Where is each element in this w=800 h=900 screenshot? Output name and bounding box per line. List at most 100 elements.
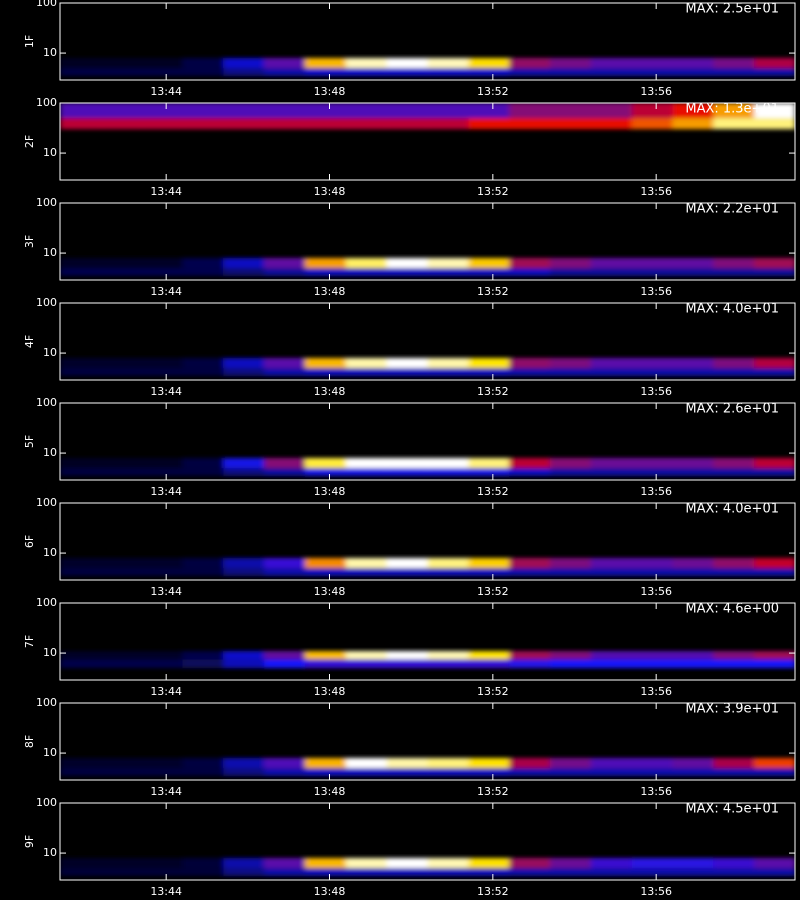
heatmap-cell	[550, 57, 592, 69]
max-annotation: MAX: 4.6e+00	[685, 602, 779, 617]
heatmap-cell	[60, 57, 102, 69]
heatmap-cell	[223, 103, 265, 119]
heatmap-cell	[386, 659, 428, 669]
heatmap-cell	[509, 268, 551, 276]
heatmap-cell	[631, 368, 673, 376]
heatmap-cell	[223, 357, 265, 369]
heatmap-cell	[468, 103, 510, 119]
heatmap-cell	[550, 651, 592, 660]
heatmap	[60, 557, 795, 576]
x-tick-label: 13:56	[640, 785, 672, 798]
heatmap-cell	[264, 468, 306, 476]
heatmap-cell	[60, 368, 102, 376]
heatmap-cell	[631, 268, 673, 276]
heatmap-cell	[631, 118, 673, 130]
heatmap	[60, 257, 795, 276]
heatmap-cell	[631, 568, 673, 576]
heatmap-cell	[305, 857, 347, 869]
heatmap-cell	[427, 768, 469, 776]
heatmap-cell	[468, 757, 510, 769]
heatmap-cell	[590, 68, 633, 76]
heatmap-cell	[345, 757, 388, 769]
heatmap-cell	[345, 68, 388, 76]
heatmap-cell	[223, 118, 265, 130]
heatmap-cell	[223, 568, 265, 576]
heatmap-cell	[60, 268, 102, 276]
y-tick-label: 100	[36, 396, 57, 409]
heatmap-cell	[509, 868, 551, 876]
heatmap-cell	[509, 659, 551, 669]
heatmap-cell	[100, 257, 143, 269]
heatmap-cell	[427, 368, 469, 376]
heatmap-cell	[60, 868, 102, 876]
heatmap	[60, 357, 795, 376]
heatmap-cell	[264, 457, 306, 469]
heatmap-cell	[713, 118, 755, 130]
x-tick-label: 13:52	[477, 185, 509, 198]
heatmap-cell	[60, 757, 102, 769]
heatmap-cell	[631, 651, 673, 660]
y-tick-label: 10	[43, 446, 57, 459]
heatmap-cell	[345, 118, 388, 130]
heatmap-cell	[141, 268, 183, 276]
heatmap-cell	[345, 651, 388, 660]
heatmap-cell	[754, 68, 795, 76]
heatmap-cell	[345, 868, 388, 876]
heatmap-cell	[550, 568, 592, 576]
panel: 13:44 13:48 13:52 13:56 10 100 9F MAX: 4.5e+01	[23, 796, 796, 898]
heatmap-cell	[509, 557, 551, 569]
heatmap-cell	[305, 257, 347, 269]
plot-frame	[59, 402, 796, 481]
x-tick-label: 13:48	[314, 785, 346, 798]
heatmap-cell	[386, 857, 428, 869]
heatmap-cell	[631, 103, 673, 119]
y-tick-label: 100	[36, 196, 57, 209]
heatmap-cell	[713, 857, 755, 869]
x-tick-label: 13:56	[640, 485, 672, 498]
max-annotation: MAX: 4.0e+01	[685, 302, 779, 317]
heatmap-cell	[672, 651, 714, 660]
y-tick-label: 10	[43, 846, 57, 859]
heatmap-cell	[590, 651, 633, 660]
heatmap-cell	[754, 57, 795, 69]
heatmap-cell	[141, 768, 183, 776]
heatmap	[60, 457, 795, 476]
x-tick-label: 13:48	[314, 885, 346, 898]
heatmap-cell	[141, 103, 183, 119]
heatmap-cell	[631, 659, 673, 669]
heatmap-cell	[60, 568, 102, 576]
heatmap-cell	[182, 357, 224, 369]
heatmap-cell	[672, 868, 714, 876]
heatmap-cell	[672, 568, 714, 576]
heatmap-cell	[386, 357, 428, 369]
heatmap-cell	[264, 757, 306, 769]
heatmap-cell	[223, 57, 265, 69]
heatmap-cell	[60, 651, 102, 660]
heatmap-cell	[713, 357, 755, 369]
heatmap-cell	[468, 368, 510, 376]
x-tick-label: 13:44	[150, 85, 182, 98]
heatmap-cell	[305, 659, 347, 669]
heatmap-cell	[100, 557, 143, 569]
heatmap-cell	[100, 468, 143, 476]
heatmap-cell	[672, 268, 714, 276]
heatmap-cell	[264, 118, 306, 130]
heatmap-cell	[345, 257, 388, 269]
x-tick-label: 13:44	[150, 885, 182, 898]
heatmap-cell	[182, 57, 224, 69]
heatmap-cell	[754, 268, 795, 276]
heatmap-cell	[141, 659, 183, 669]
heatmap-cell	[672, 103, 714, 119]
y-axis-label: 2F	[23, 135, 36, 148]
plot-frame	[59, 802, 796, 881]
heatmap-cell	[305, 103, 347, 119]
heatmap-cell	[672, 368, 714, 376]
heatmap-cell	[141, 557, 183, 569]
heatmap-cell	[427, 357, 469, 369]
heatmap-cell	[427, 857, 469, 869]
heatmap-cell	[713, 368, 755, 376]
heatmap-cell	[754, 368, 795, 376]
heatmap-cell	[754, 757, 795, 769]
heatmap-cell	[345, 368, 388, 376]
